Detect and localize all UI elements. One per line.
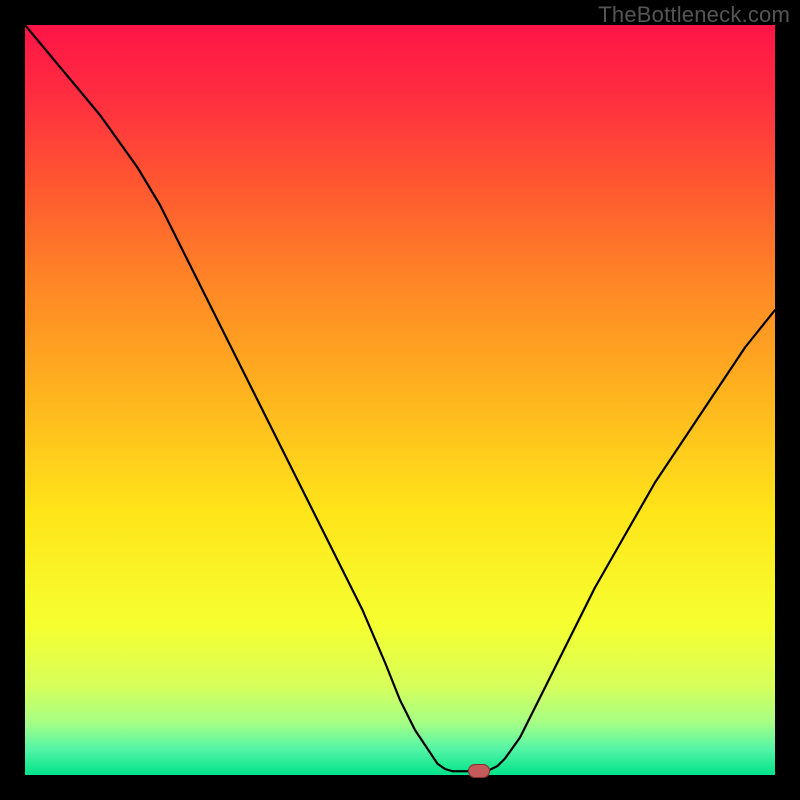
gradient-background: [25, 25, 775, 775]
sweet-spot-marker: [468, 764, 490, 778]
plot-svg: [25, 25, 775, 775]
chart-root: TheBottleneck.com: [0, 0, 800, 800]
plot-area: [25, 25, 775, 775]
watermark-text: TheBottleneck.com: [598, 2, 790, 28]
